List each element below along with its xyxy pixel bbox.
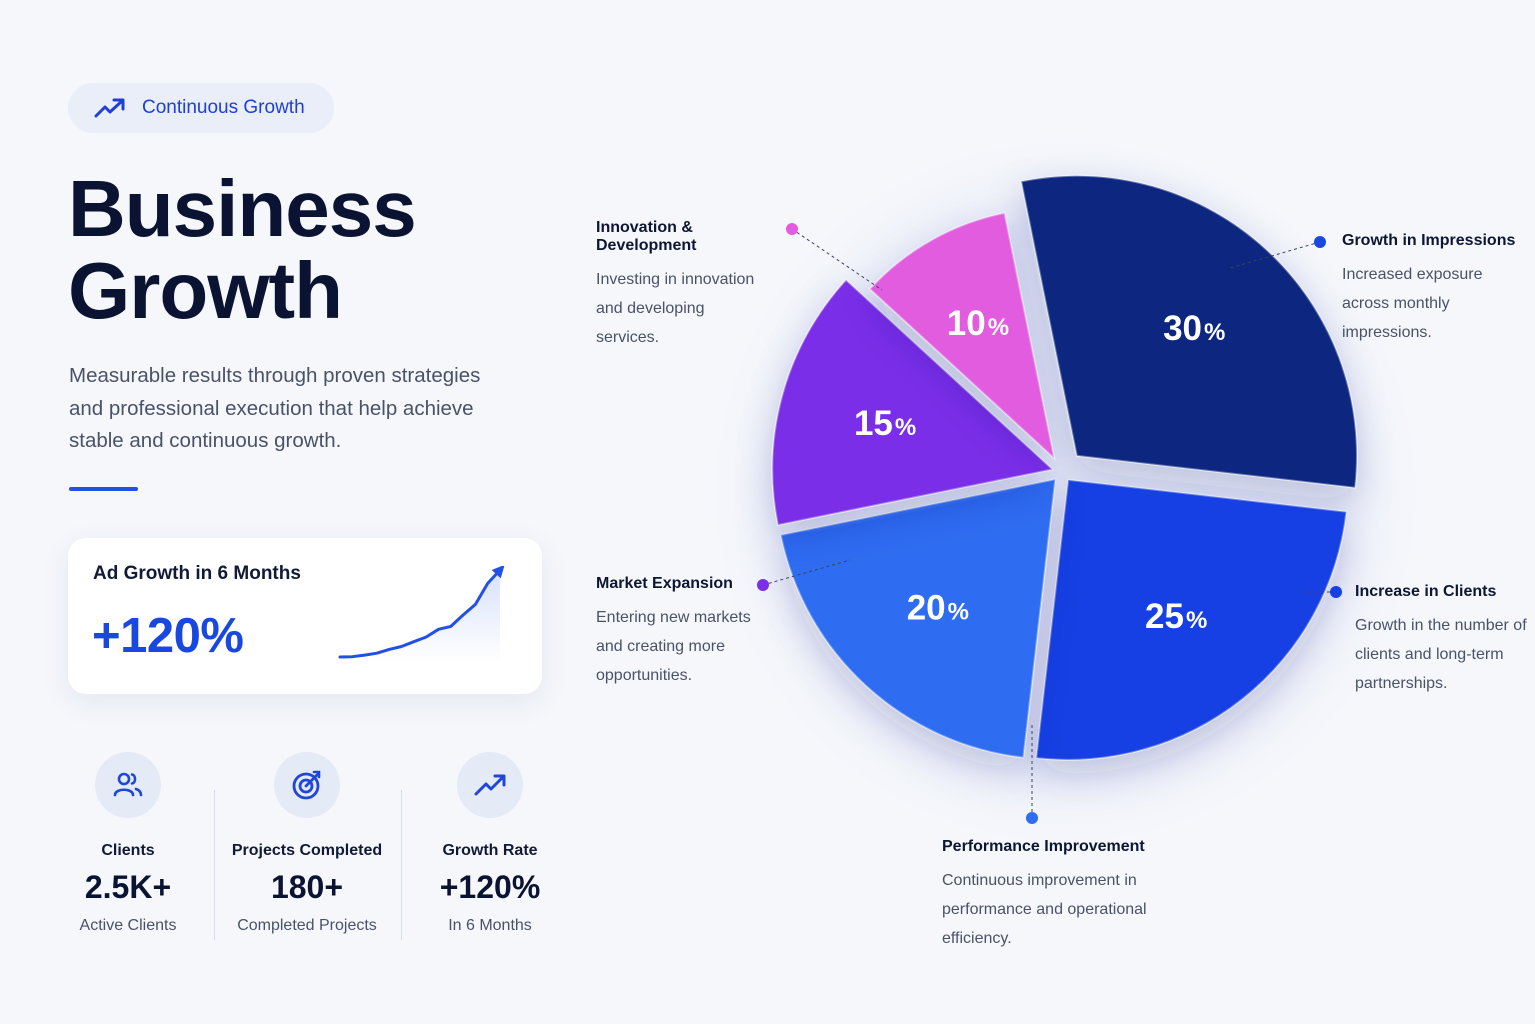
callout-leader-line bbox=[791, 228, 883, 291]
stat-divider bbox=[401, 790, 402, 940]
pie-slice-increase-in-clients bbox=[1035, 478, 1348, 761]
pie-slice-label: 20% bbox=[907, 588, 969, 627]
pie-slice-label: 30% bbox=[1163, 309, 1225, 348]
pie-slice-market-expansion bbox=[771, 278, 1055, 527]
callout-title: Increase in Clients bbox=[1355, 583, 1497, 600]
pie-slice-innovation-development bbox=[868, 211, 1056, 461]
page-subtitle: Measurable results through proven strate… bbox=[69, 364, 481, 452]
users-icon bbox=[113, 772, 143, 797]
pie-slice-label: 10% bbox=[947, 304, 1009, 343]
callout-dot bbox=[757, 579, 769, 591]
stat-sub: Active Clients bbox=[79, 917, 177, 934]
ad-growth-card: Ad Growth in 6 Months +120% bbox=[68, 538, 542, 694]
callout-innovation-development: Innovation & Development Investing in in… bbox=[596, 219, 781, 352]
pie-slice-label: 25% bbox=[1145, 597, 1207, 636]
sparkline-arrow-icon bbox=[491, 566, 505, 579]
stat-label: Projects Completed bbox=[231, 842, 383, 859]
continuous-growth-badge: Continuous Growth bbox=[68, 83, 334, 133]
callout-title: Market Expansion bbox=[596, 575, 733, 592]
trend-up-icon bbox=[94, 98, 125, 118]
callout-performance-improvement: Performance Improvement Continuous impro… bbox=[942, 838, 1172, 953]
callout-desc: Increased exposure across monthly impres… bbox=[1342, 266, 1483, 341]
callout-title: Growth in Impressions bbox=[1342, 232, 1516, 249]
page-title: Business Growth bbox=[68, 168, 528, 332]
badge-label: Continuous Growth bbox=[142, 97, 305, 118]
stat-growth-rate: Growth Rate +120% In 6 Months bbox=[395, 752, 585, 935]
stat-value: 180+ bbox=[270, 869, 344, 905]
accent-divider bbox=[69, 487, 138, 491]
stat-icon-wrap bbox=[274, 752, 340, 818]
pie-slice-performance-improvement bbox=[779, 478, 1057, 759]
stat-clients: Clients 2.5K+ Active Clients bbox=[33, 752, 223, 935]
pie-slices bbox=[771, 174, 1358, 761]
callout-desc: Investing in innovation and developing s… bbox=[596, 271, 755, 346]
stat-value: +120% bbox=[439, 869, 541, 905]
sparkline-area bbox=[340, 570, 500, 662]
callout-leader-line bbox=[1229, 241, 1321, 269]
callout-dot bbox=[786, 223, 798, 235]
ad-growth-sparkline bbox=[338, 566, 505, 662]
callout-title: Performance Improvement bbox=[942, 838, 1145, 855]
stat-sub: Completed Projects bbox=[237, 917, 377, 934]
callout-dot bbox=[1314, 236, 1326, 248]
stat-icon-wrap bbox=[95, 752, 161, 818]
callout-market-expansion: Market Expansion Entering new markets an… bbox=[596, 575, 771, 690]
title-line-2: Growth bbox=[68, 246, 343, 335]
stat-divider bbox=[214, 790, 215, 940]
pie-labels: 30% 25% 20% 15% 10% bbox=[854, 304, 1225, 636]
pie-leaders bbox=[757, 223, 1342, 824]
callout-dot bbox=[1330, 586, 1342, 598]
title-line-1: Business bbox=[68, 164, 417, 253]
stat-sub: In 6 Months bbox=[448, 917, 532, 934]
callout-desc: Growth in the number of clients and long… bbox=[1355, 617, 1527, 692]
callout-dot bbox=[1026, 812, 1038, 824]
ad-growth-value: +120% bbox=[92, 609, 244, 663]
stat-label: Growth Rate bbox=[442, 842, 538, 859]
callout-title: Innovation & Development bbox=[596, 219, 697, 254]
callout-increase-in-clients: Increase in Clients Growth in the number… bbox=[1355, 583, 1530, 698]
target-icon bbox=[292, 770, 321, 800]
pie-slice-label: 15% bbox=[854, 404, 916, 443]
pie-slice-growth-in-impressions bbox=[1020, 174, 1358, 489]
sparkline-line bbox=[338, 568, 502, 659]
callout-growth-in-impressions: Growth in Impressions Increased exposure… bbox=[1342, 232, 1522, 347]
callout-desc: Entering new markets and creating more o… bbox=[596, 609, 751, 684]
stat-label: Clients bbox=[101, 842, 155, 859]
callout-desc: Continuous improvement in performance an… bbox=[942, 872, 1147, 947]
stat-icon-wrap bbox=[457, 752, 523, 818]
stat-value: 2.5K+ bbox=[84, 869, 172, 905]
stat-projects: Projects Completed 180+ Completed Projec… bbox=[212, 752, 402, 935]
ad-growth-title: Ad Growth in 6 Months bbox=[93, 563, 301, 584]
trend-up-icon bbox=[474, 774, 506, 796]
